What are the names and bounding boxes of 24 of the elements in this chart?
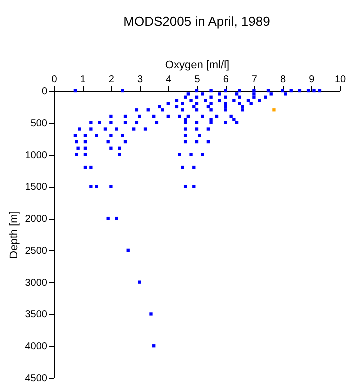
y-tick-label: 1500 <box>25 182 48 194</box>
x-tick-label: 6 <box>223 74 230 86</box>
chart-title: MODS2005 in April, 1989 <box>124 14 270 29</box>
x-axis-title: Oxygen [ml/l] <box>165 60 230 72</box>
y-tick-label: 2000 <box>25 214 48 226</box>
x-tick-label: 9 <box>309 74 316 86</box>
x-tick-label: 3 <box>138 74 144 86</box>
y-axis-title: Depth [m] <box>8 211 20 259</box>
x-tick-label: 0 <box>52 74 58 86</box>
y-tick-label: 2500 <box>25 246 48 257</box>
x-tick-label: 5 <box>194 74 201 86</box>
y-tick-label: 4500 <box>25 374 48 384</box>
x-tick-label: 7 <box>252 74 258 86</box>
x-tick-label: 8 <box>280 74 287 86</box>
y-tick-label: 4000 <box>25 342 48 353</box>
y-tick-label: 3500 <box>25 310 48 321</box>
y-tick-label: 3000 <box>25 278 48 289</box>
x-tick-label: 1 <box>80 74 86 86</box>
y-tick-label: 1000 <box>25 150 48 162</box>
y-tick-label: 0 <box>42 86 48 98</box>
x-tick-label: 4 <box>166 74 172 86</box>
x-tick-label: 10 <box>334 74 346 86</box>
x-tick-label: 2 <box>108 74 115 86</box>
y-tick-label: 500 <box>30 118 48 130</box>
